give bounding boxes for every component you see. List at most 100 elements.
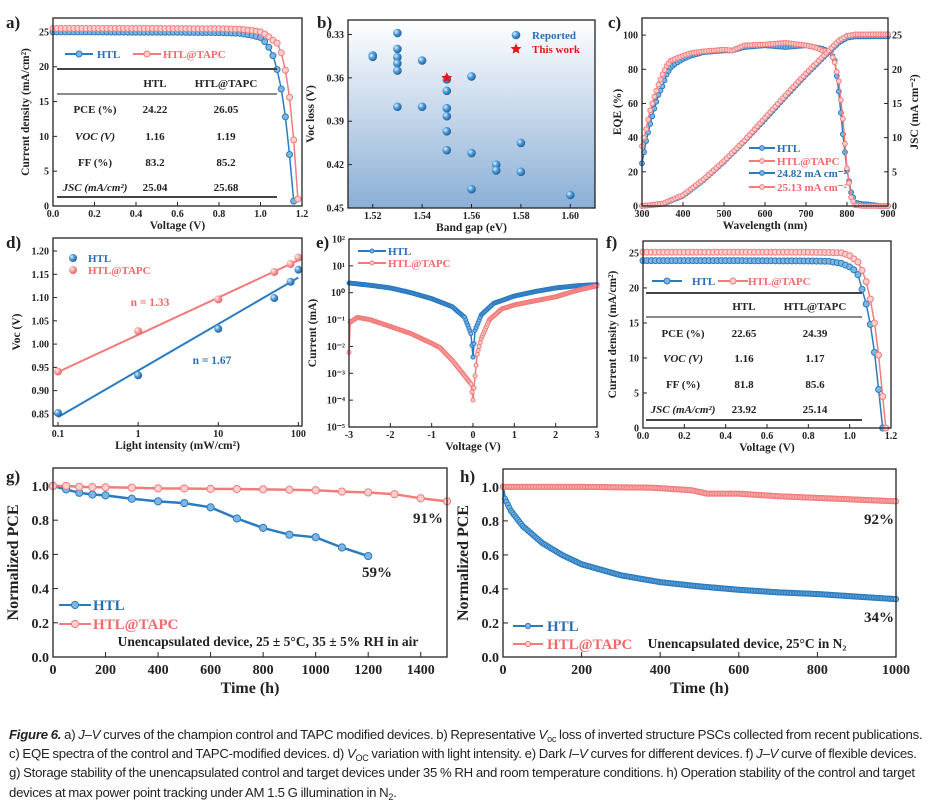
caption-italic: J–V [756,746,779,762]
annotation: n = 1.33 [131,297,170,309]
y-tick-label: 10⁻⁴ [327,396,345,407]
caption-label: Figure 6. [9,727,62,742]
panel-d: d) 0.1 1 10 100 0.85 0.90 0.95 1.00 1.05 1.10 1.15 1… [6,233,306,452]
legend: Reported This work [510,30,581,56]
data-point [127,483,136,492]
table-row-label: PCE (%) [661,328,704,340]
y-tick-label: 0 [634,424,639,435]
y-tick-label: 0.2 [32,617,50,632]
plot-frame [52,17,303,207]
data-point [846,180,852,186]
data-point [337,487,347,496]
data-point [281,66,289,74]
x-tick-label: 1.52 [364,211,382,222]
series-this-work [441,72,453,83]
data-point [368,52,378,62]
data-point [645,116,652,123]
y-tick-label: 10 [629,353,639,364]
data-point [524,622,532,630]
panel-label: b) [317,13,332,32]
panel-label: e) [316,233,329,252]
data-point [657,76,664,83]
legend: HTL HTL@TAPC [652,276,811,288]
data-point [70,600,80,610]
series-htl-tapc [49,24,302,203]
panel-label: d) [6,233,21,252]
x-axis-label: Light intensity (mW/cm²) [115,440,240,452]
y-tick-label: 0.6 [482,549,500,564]
data-point [153,484,163,493]
x-axis-label: Band gap (eV) [436,222,507,234]
data-point [643,126,649,132]
data-point [471,385,477,391]
x-tick-label: 800 [807,663,828,678]
data-point [265,43,273,51]
data-point [273,39,281,47]
y-tick-label: 10¹ [332,261,345,272]
data-point [286,150,294,158]
y-tick-label: 0.4 [32,583,50,598]
y-tick-label: 0.2 [482,617,500,632]
data-point [472,373,478,379]
panel-b: b) 1.52 1.54 1.56 1.58 1.60 0.33 0.36 0.39 0.42 0.… [305,13,596,234]
y-tick-label: 10⁻⁵ [327,423,345,434]
x-tick-label: 0.4 [130,209,143,220]
y-tick-label: 1.15 [32,270,50,281]
panel-e: e) -3 -2 -1 0 1 2 3 10⁻⁵ 10⁻⁴ 10⁻³ 10⁻² 10⁻¹ 10⁰ 10¹ 10… [307,233,600,453]
annotation: Unencapsulated device, 25 ± 5°C, 35 ± 5%… [118,634,419,649]
y-tick-label: 0.42 [327,160,345,171]
data-point [854,271,862,279]
data-point [69,254,77,262]
data-point-star [510,43,522,54]
panel-a: a) 0.0 0.2 0.4 0.6 0.8 1.0 1.2 0 5 10 15 20 25 Voltage… [6,13,308,232]
data-point [653,87,660,94]
x-tick-label: -2 [386,430,394,441]
data-point [294,265,303,274]
x-axis-label: Wavelength (nm) [723,220,808,232]
legend-label: HTL [388,246,411,258]
y-axis-label: Current (mA) [307,299,319,368]
x-tick-label: 600 [200,663,221,678]
table-header: HTL@TAPC [784,301,847,313]
y-tick-label: 0.36 [327,73,345,84]
plot-frame [641,17,889,207]
data-point [467,72,476,81]
data-point [442,127,452,136]
y-tick-label: 10⁻³ [327,369,345,380]
x-tick-label: 0 [471,430,476,441]
series-htl-tapc [346,283,600,403]
data-point [54,408,63,417]
data-point [474,352,480,358]
table-cell: 1.17 [805,353,825,365]
annotation: 92% [864,512,894,528]
y-tick-label: 0.45 [327,204,345,215]
data-point [290,136,298,144]
data-point [491,166,501,175]
panel-label: a) [6,13,20,32]
data-point [835,78,842,85]
legend-label: HTL@TAPC [93,617,178,633]
data-point [281,113,289,121]
plot-area [642,18,888,206]
x-tick-label: 0 [500,663,507,678]
legend-label: HTL [692,276,715,288]
data-point [286,93,294,101]
y-tick-label: 0.0 [32,651,50,666]
fit-line [57,276,299,419]
y-tick-label: 0.95 [32,363,50,374]
legend-label: Reported [532,30,576,42]
data-point [286,260,295,269]
x-tick-label: 0.8 [802,431,815,442]
data-point [831,59,838,66]
table-header: HTL@TAPC [195,78,258,90]
data-point [663,277,671,285]
x-tick-label: 3 [595,430,600,441]
y-tick-label: 0.4 [482,583,500,598]
table-row-label: VOC (V) [663,353,703,365]
legend-label: HTL@TAPC [748,276,811,288]
data-point [285,530,294,539]
data-point [206,484,215,493]
x-tick-label: 400 [650,663,671,678]
y-tick-label: 1.0 [32,480,50,495]
data-point [417,102,427,112]
